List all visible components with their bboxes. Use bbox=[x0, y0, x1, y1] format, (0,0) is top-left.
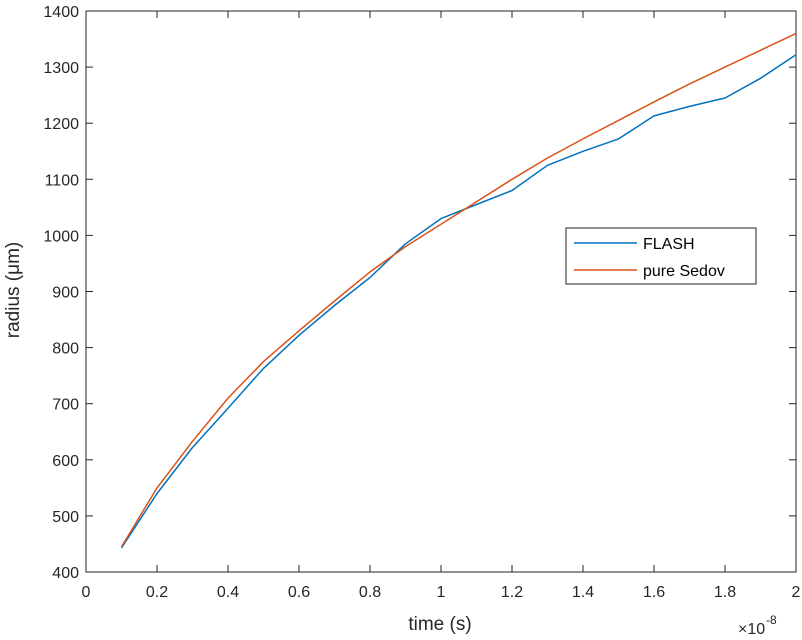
x-exponent-power: -8 bbox=[766, 613, 777, 627]
x-exponent-base: ×10 bbox=[738, 621, 765, 638]
legend-label-flash: FLASH bbox=[643, 236, 695, 253]
legend-box bbox=[565, 227, 757, 285]
y-axis: 400 500 600 700 800 900 1000 1100 1200 1300 1400 bbox=[43, 4, 796, 582]
x-axis: 0 0.2 0.4 0.6 0.8 1 1.2 1.4 1.6 1.8 2 bbox=[82, 11, 801, 601]
x-tick-label: 0.2 bbox=[146, 584, 168, 601]
y-tick-label: 1200 bbox=[43, 116, 79, 133]
y-tick-label: 500 bbox=[52, 509, 79, 526]
series-line-flash bbox=[120, 54, 797, 549]
plot-area bbox=[85, 10, 797, 573]
x-tick-label: 1 bbox=[437, 584, 446, 601]
y-tick-label: 1000 bbox=[43, 228, 79, 245]
y-tick-label: 1100 bbox=[45, 172, 80, 189]
x-tick-label: 1.6 bbox=[643, 584, 665, 601]
y-tick-label: 700 bbox=[52, 397, 79, 414]
y-tick-label: 600 bbox=[52, 453, 79, 470]
x-tick-label: 0.6 bbox=[288, 584, 310, 601]
x-tick-label: 0.8 bbox=[359, 584, 381, 601]
x-tick-label: 1.4 bbox=[572, 584, 594, 601]
legend: FLASH pure Sedov bbox=[565, 227, 757, 285]
legend-label-pure-sedov: pure Sedov bbox=[643, 263, 725, 280]
x-tick-label: 1.2 bbox=[501, 584, 523, 601]
x-tick-label: 2 bbox=[792, 584, 801, 601]
x-axis-label: time (s) bbox=[408, 614, 471, 635]
y-tick-label: 400 bbox=[52, 565, 79, 582]
y-tick-label: 900 bbox=[52, 285, 79, 302]
y-tick-label: 1400 bbox=[43, 4, 79, 21]
x-tick-label: 0 bbox=[82, 584, 91, 601]
series-line-pure-sedov bbox=[120, 32, 797, 548]
y-tick-label: 800 bbox=[52, 341, 79, 358]
series-layer bbox=[120, 32, 797, 549]
x-tick-label: 1.8 bbox=[714, 584, 736, 601]
x-exponent-label: ×10 -8 bbox=[738, 613, 777, 638]
y-tick-label: 1300 bbox=[43, 60, 79, 77]
y-axis-label: radius (μm) bbox=[3, 242, 24, 338]
x-tick-label: 0.4 bbox=[217, 584, 239, 601]
